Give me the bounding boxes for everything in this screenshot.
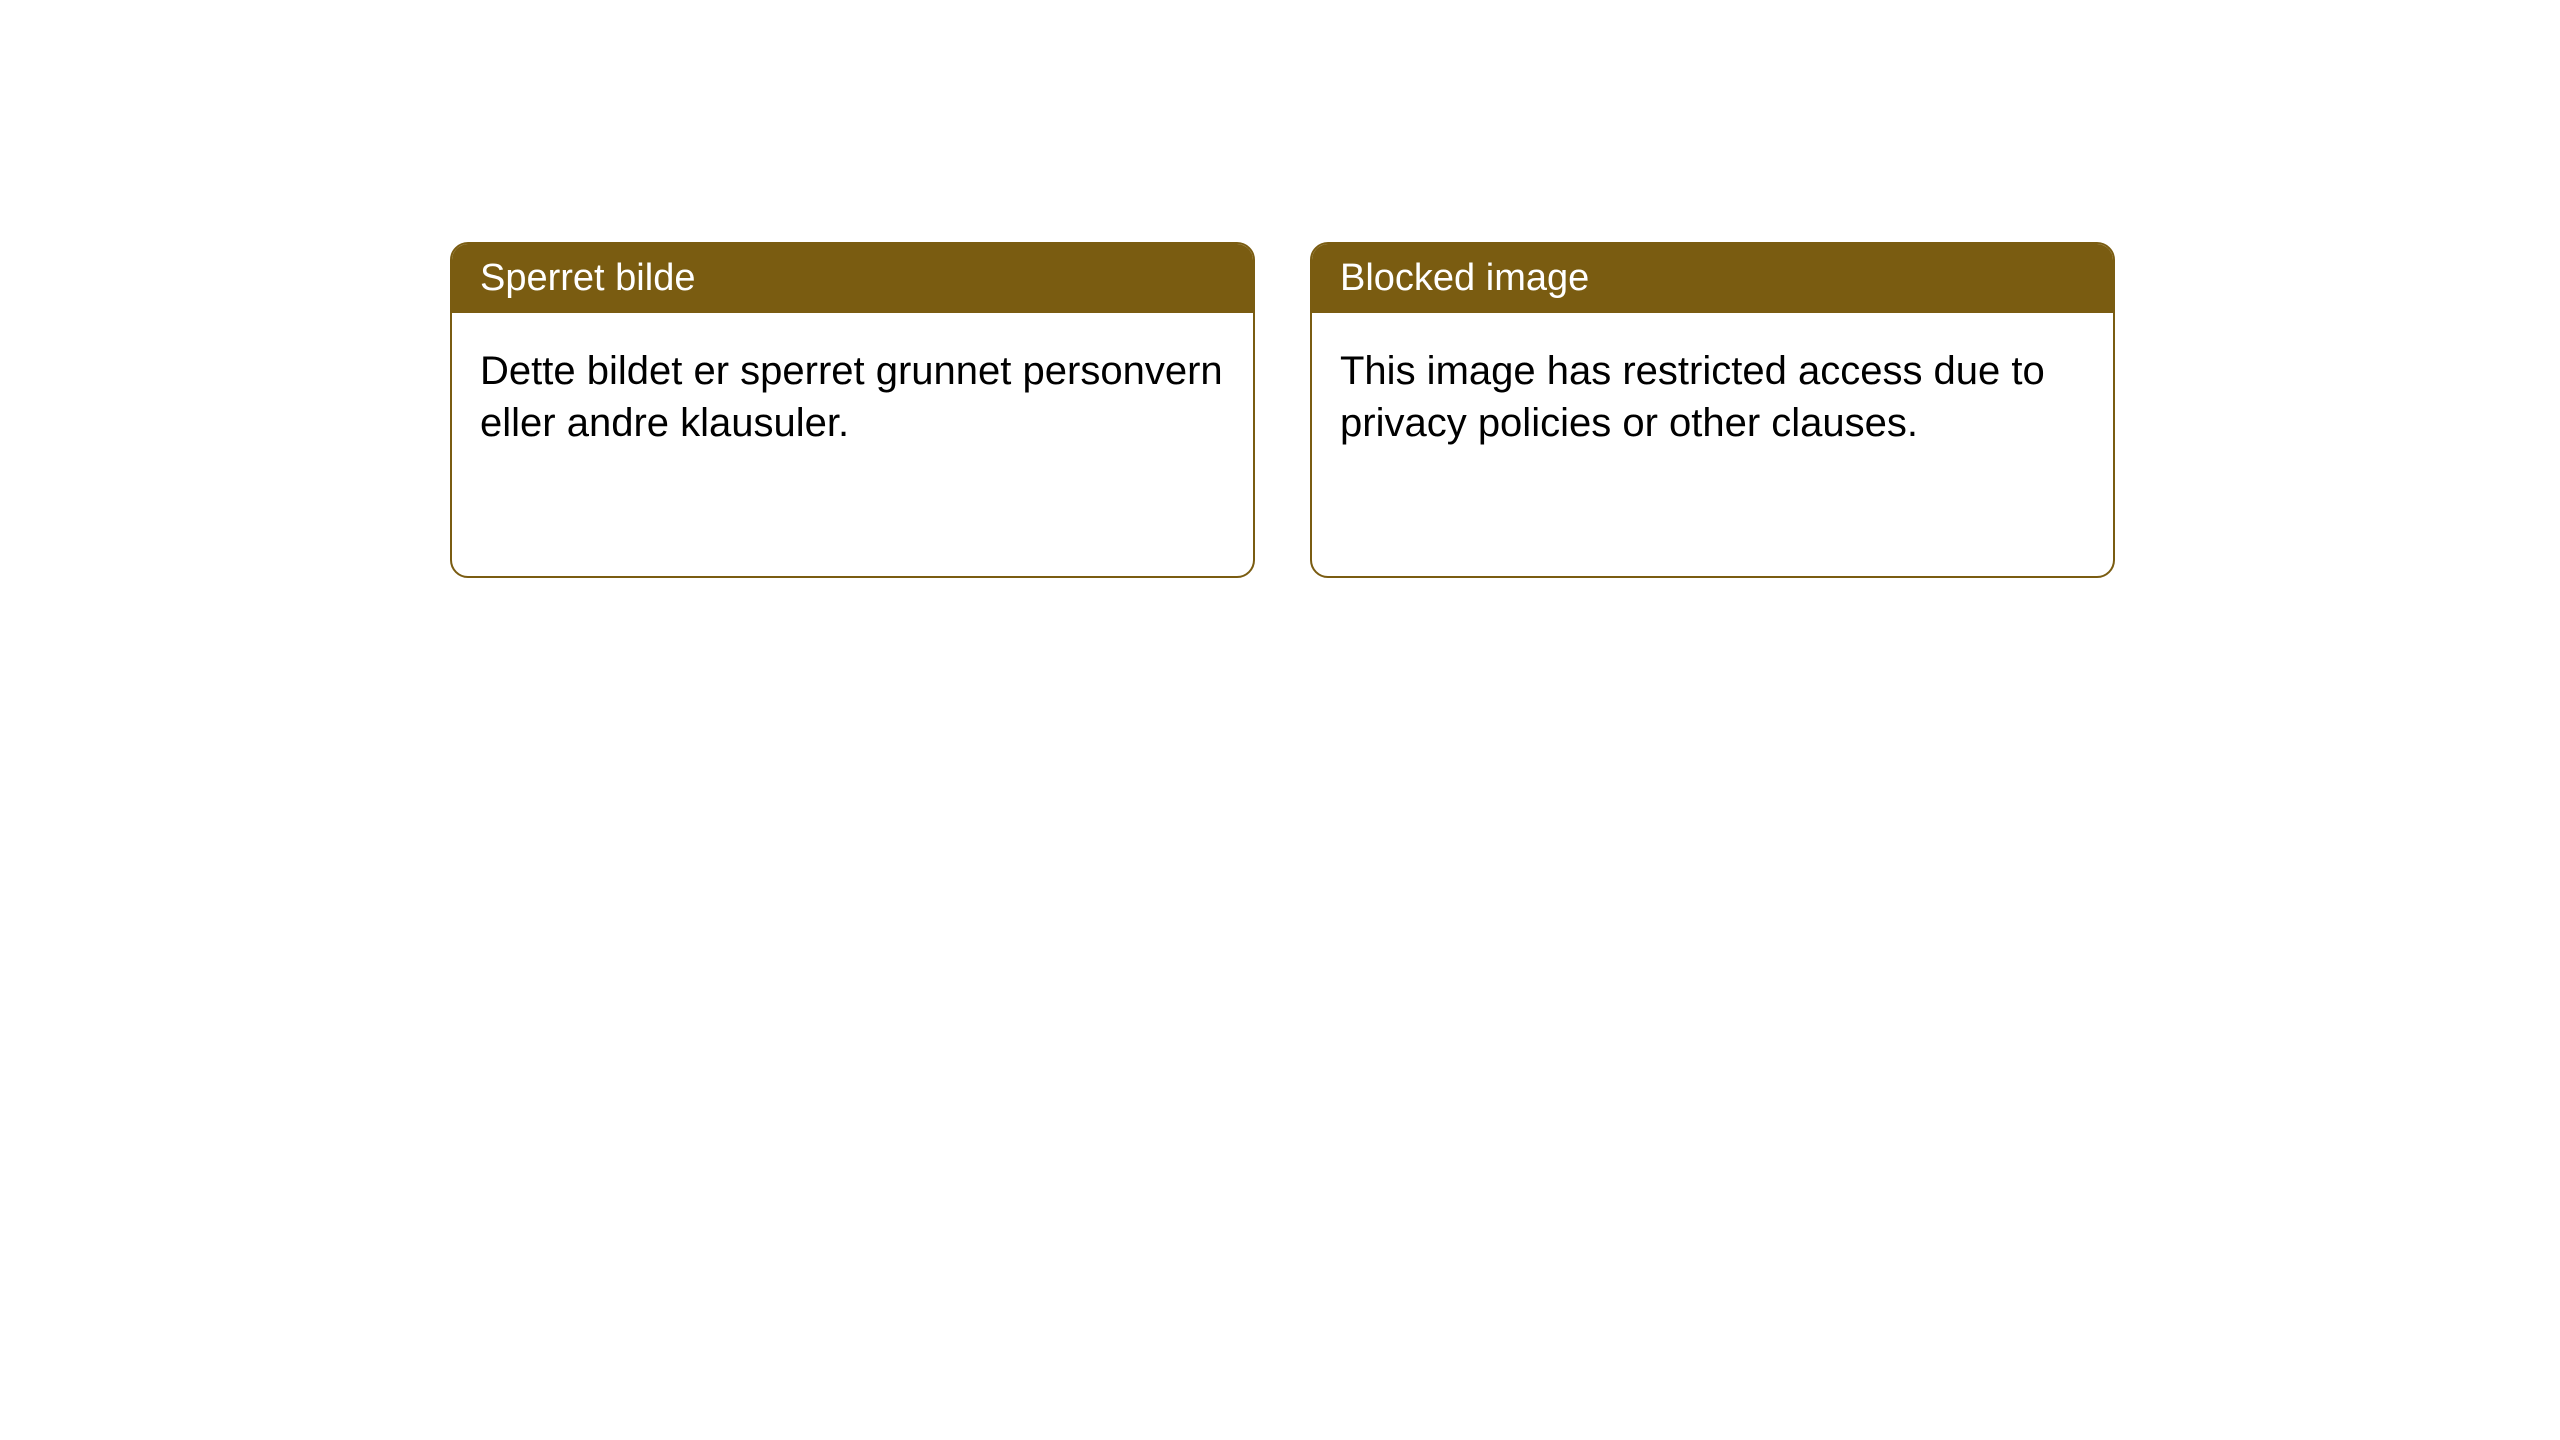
- card-header: Blocked image: [1312, 244, 2113, 313]
- card-body-text: Dette bildet er sperret grunnet personve…: [480, 349, 1223, 445]
- card-body-text: This image has restricted access due to …: [1340, 349, 2045, 445]
- notice-cards-container: Sperret bilde Dette bildet er sperret gr…: [0, 0, 2560, 578]
- notice-card-norwegian: Sperret bilde Dette bildet er sperret gr…: [450, 242, 1255, 578]
- card-body: Dette bildet er sperret grunnet personve…: [452, 313, 1253, 481]
- card-title: Blocked image: [1340, 257, 1589, 299]
- card-title: Sperret bilde: [480, 257, 695, 299]
- notice-card-english: Blocked image This image has restricted …: [1310, 242, 2115, 578]
- card-header: Sperret bilde: [452, 244, 1253, 313]
- card-body: This image has restricted access due to …: [1312, 313, 2113, 481]
